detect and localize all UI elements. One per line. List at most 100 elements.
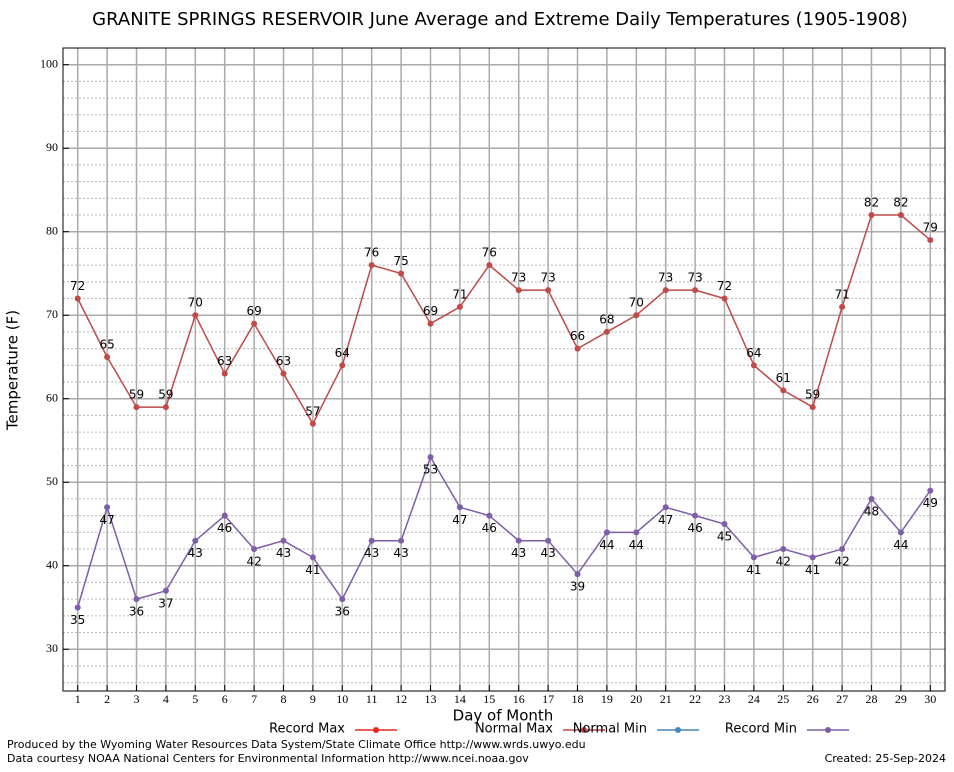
point bbox=[221, 512, 228, 519]
point bbox=[545, 537, 552, 544]
series-line bbox=[77, 214, 931, 426]
value-label: 70 bbox=[188, 296, 203, 310]
value-label: 35 bbox=[70, 613, 85, 627]
value-label: 71 bbox=[834, 287, 849, 301]
point bbox=[368, 262, 375, 269]
point bbox=[456, 303, 463, 310]
legend-label: Record Max bbox=[269, 722, 345, 737]
x-tick-label: 29 bbox=[895, 692, 907, 706]
point bbox=[221, 370, 228, 377]
point bbox=[309, 554, 316, 561]
point bbox=[251, 546, 258, 553]
point bbox=[104, 504, 111, 511]
value-label: 42 bbox=[776, 555, 791, 569]
value-label: 75 bbox=[393, 254, 408, 268]
value-label: 44 bbox=[893, 538, 908, 552]
value-label: 73 bbox=[658, 271, 673, 285]
legend-marker bbox=[581, 727, 587, 733]
value-label: 43 bbox=[540, 546, 555, 560]
chart-title: GRANITE SPRINGS RESERVOIR June Average a… bbox=[92, 9, 908, 30]
value-label: 68 bbox=[599, 312, 614, 326]
x-tick-label: 17 bbox=[542, 692, 554, 706]
x-tick-label: 30 bbox=[924, 692, 936, 706]
value-label: 61 bbox=[776, 371, 791, 385]
x-tick-label: 5 bbox=[192, 692, 198, 706]
point bbox=[398, 270, 405, 277]
value-label: 59 bbox=[158, 388, 173, 402]
value-label: 65 bbox=[99, 337, 114, 351]
point bbox=[692, 287, 699, 294]
point bbox=[692, 512, 699, 519]
value-label: 79 bbox=[923, 221, 938, 235]
x-tick-label: 2 bbox=[104, 692, 110, 706]
point bbox=[486, 512, 493, 519]
value-label: 63 bbox=[217, 354, 232, 368]
point bbox=[721, 520, 728, 527]
point bbox=[809, 554, 816, 561]
point bbox=[133, 596, 140, 603]
x-tick-label: 26 bbox=[807, 692, 819, 706]
value-label: 53 bbox=[423, 463, 438, 477]
footer-text: Data courtesy NOAA National Centers for … bbox=[7, 752, 529, 765]
x-tick-label: 23 bbox=[719, 692, 731, 706]
point bbox=[662, 504, 669, 511]
point bbox=[574, 345, 581, 352]
x-tick-label: 7 bbox=[251, 692, 257, 706]
point bbox=[486, 262, 493, 269]
value-label: 43 bbox=[393, 546, 408, 560]
point bbox=[280, 370, 287, 377]
y-tick-label: 60 bbox=[46, 390, 58, 404]
x-tick-label: 1 bbox=[75, 692, 81, 706]
value-label: 46 bbox=[217, 521, 232, 535]
value-label: 43 bbox=[511, 546, 526, 560]
value-label: 69 bbox=[246, 304, 261, 318]
value-label: 72 bbox=[717, 279, 732, 293]
x-tick-label: 4 bbox=[163, 692, 169, 706]
point bbox=[662, 287, 669, 294]
point bbox=[868, 212, 875, 219]
x-tick-label: 19 bbox=[601, 692, 613, 706]
x-tick-label: 15 bbox=[483, 692, 495, 706]
series-line bbox=[76, 455, 931, 608]
value-label: 64 bbox=[335, 346, 350, 360]
value-label: 73 bbox=[540, 271, 555, 285]
value-label: 64 bbox=[746, 346, 761, 360]
x-tick-label: 27 bbox=[836, 692, 848, 706]
value-label: 45 bbox=[717, 529, 732, 543]
x-tick-label: 20 bbox=[630, 692, 642, 706]
value-label: 42 bbox=[246, 555, 261, 569]
x-tick-label: 3 bbox=[134, 692, 140, 706]
point bbox=[780, 387, 787, 394]
point bbox=[309, 420, 316, 427]
point bbox=[515, 287, 522, 294]
y-tick-label: 80 bbox=[46, 223, 58, 237]
plot-frame bbox=[62, 47, 946, 692]
value-label: 66 bbox=[570, 329, 585, 343]
value-label: 73 bbox=[687, 271, 702, 285]
point bbox=[456, 504, 463, 511]
point bbox=[192, 537, 199, 544]
value-label: 59 bbox=[129, 388, 144, 402]
value-label: 43 bbox=[188, 546, 203, 560]
x-tick-label: 10 bbox=[336, 692, 348, 706]
footer-text: Produced by the Wyoming Water Resources … bbox=[7, 738, 586, 751]
footer-text: Created: 25-Sep-2024 bbox=[825, 752, 946, 765]
legend-marker bbox=[675, 727, 681, 733]
x-tick-label: 21 bbox=[660, 692, 672, 706]
legend-label: Normal Max bbox=[475, 722, 553, 737]
point bbox=[192, 312, 199, 319]
legend-marker bbox=[825, 727, 831, 733]
x-tick-label: 22 bbox=[689, 692, 701, 706]
y-tick-label: 90 bbox=[46, 140, 58, 154]
value-label: 48 bbox=[864, 504, 879, 518]
value-label: 70 bbox=[629, 296, 644, 310]
x-tick-label: 24 bbox=[748, 692, 760, 706]
x-tick-label: 25 bbox=[777, 692, 789, 706]
value-label: 36 bbox=[335, 605, 350, 619]
x-tick-label: 18 bbox=[572, 692, 584, 706]
point bbox=[339, 596, 346, 603]
x-tick-label: 13 bbox=[425, 692, 437, 706]
value-label: 59 bbox=[805, 388, 820, 402]
y-tick-label: 30 bbox=[46, 641, 58, 655]
